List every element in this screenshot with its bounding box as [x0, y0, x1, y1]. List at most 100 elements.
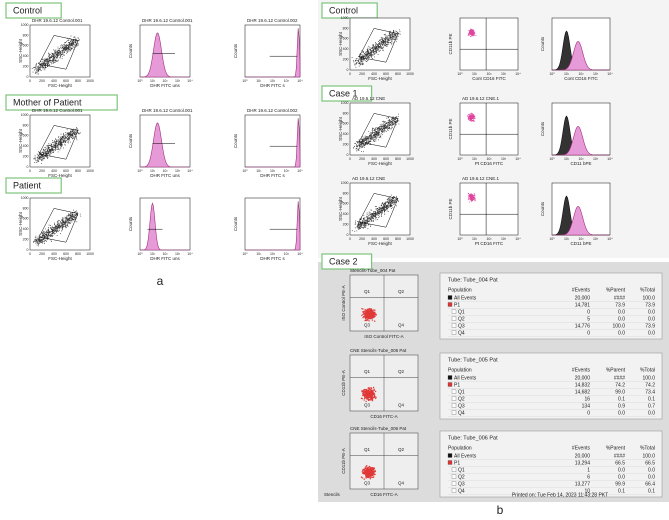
- event-dot: [43, 158, 44, 159]
- event-dot: [357, 221, 359, 223]
- event-dot: [45, 233, 47, 235]
- event-dot: [385, 44, 387, 45]
- event-dot: [35, 64, 37, 66]
- event-dot: [68, 139, 70, 141]
- event-dot: [368, 387, 371, 389]
- plot: [551, 102, 611, 156]
- plot-title: CNE Stencils-Tube_005 Pat: [350, 348, 407, 353]
- event-dot: [364, 219, 365, 221]
- event-dot: [385, 131, 387, 133]
- event-dot: [76, 214, 78, 216]
- event-dot: [391, 43, 393, 45]
- event-dot: [389, 205, 391, 207]
- histogram-peak: [139, 122, 190, 168]
- event-dot: [379, 46, 381, 48]
- group-label: Control: [329, 5, 358, 15]
- event-dot: [389, 33, 390, 34]
- event-dot: [374, 315, 376, 317]
- event-dot: [36, 244, 38, 246]
- event-dot: [390, 194, 392, 196]
- quadrant-label: Q1: [364, 369, 371, 374]
- event-dot: [63, 50, 64, 52]
- x-tick-label: 200: [39, 169, 45, 173]
- event-dot: [78, 39, 80, 41]
- event-dot: [70, 133, 72, 135]
- event-dot: [37, 161, 39, 163]
- event-dot: [363, 220, 365, 222]
- event-dot: [70, 40, 72, 42]
- event-dot: [383, 126, 385, 128]
- plot: [139, 24, 191, 78]
- event-dot: [357, 145, 359, 147]
- plot-frame: [459, 182, 519, 236]
- event-dot: [388, 40, 390, 42]
- event-dot: [392, 202, 394, 204]
- x-tick-label: 10⁰: [549, 72, 555, 76]
- event-dot: [69, 48, 71, 50]
- event-dot: [385, 41, 387, 43]
- event-dot: [370, 219, 372, 220]
- event-dot: [389, 34, 391, 36]
- event-dot: [371, 314, 374, 317]
- event-dot: [41, 151, 43, 153]
- event-dot: [377, 207, 379, 209]
- event-dot: [367, 317, 369, 319]
- x-axis-label: FSC-Height: [48, 256, 72, 261]
- event-dot: [376, 134, 378, 136]
- event-dot: [391, 126, 393, 128]
- event-dot: [360, 144, 362, 145]
- event-dot: [71, 132, 73, 134]
- event-dot: [73, 132, 75, 134]
- plot: [244, 197, 301, 251]
- event-dot: [375, 396, 377, 399]
- event-dot: [67, 225, 69, 227]
- event-dot: [362, 58, 364, 60]
- event-dot: [50, 145, 52, 147]
- event-dot: [71, 214, 73, 216]
- event-dot: [67, 138, 68, 140]
- event-dot: [363, 55, 365, 57]
- event-dot: [367, 60, 369, 62]
- event-dot: [48, 56, 50, 58]
- event-dot: [50, 144, 52, 145]
- event-dot: [467, 118, 469, 120]
- event-dot: [355, 58, 357, 60]
- event-dot: [385, 201, 387, 203]
- event-dot: [388, 39, 390, 41]
- event-dot: [470, 32, 472, 34]
- event-dot: [398, 123, 400, 125]
- event-dot: [357, 148, 359, 150]
- event-dot: [56, 56, 58, 58]
- event-dot: [55, 139, 57, 141]
- event-dot: [41, 241, 43, 243]
- event-dot: [470, 199, 472, 201]
- event-dot: [371, 218, 373, 220]
- event-dot: [65, 225, 67, 227]
- event-dot: [368, 218, 369, 220]
- event-dot: [394, 32, 396, 34]
- event-dot: [363, 56, 365, 58]
- event-dot: [358, 139, 360, 141]
- event-dot: [369, 309, 372, 311]
- event-dot: [56, 147, 58, 149]
- event-dot: [64, 225, 66, 227]
- event-dot: [50, 224, 51, 226]
- event-dot: [374, 46, 376, 48]
- event-dot: [378, 216, 380, 218]
- event-dot: [43, 67, 44, 68]
- event-dot: [41, 61, 43, 62]
- event-dot: [359, 222, 361, 224]
- event-dot: [368, 215, 370, 217]
- plot: [29, 197, 91, 251]
- y-tick-label: 1000: [21, 196, 29, 200]
- y-axis-label: Counts: [128, 43, 133, 58]
- event-dot: [54, 222, 55, 224]
- event-dot: [371, 397, 374, 400]
- event-dot: [391, 117, 393, 119]
- event-dot: [364, 217, 366, 219]
- table-cell: Q2: [458, 316, 465, 322]
- event-dot: [51, 225, 53, 227]
- event-dot: [38, 73, 40, 75]
- quadrant-label: Q2: [398, 289, 405, 294]
- event-dot: [383, 49, 384, 51]
